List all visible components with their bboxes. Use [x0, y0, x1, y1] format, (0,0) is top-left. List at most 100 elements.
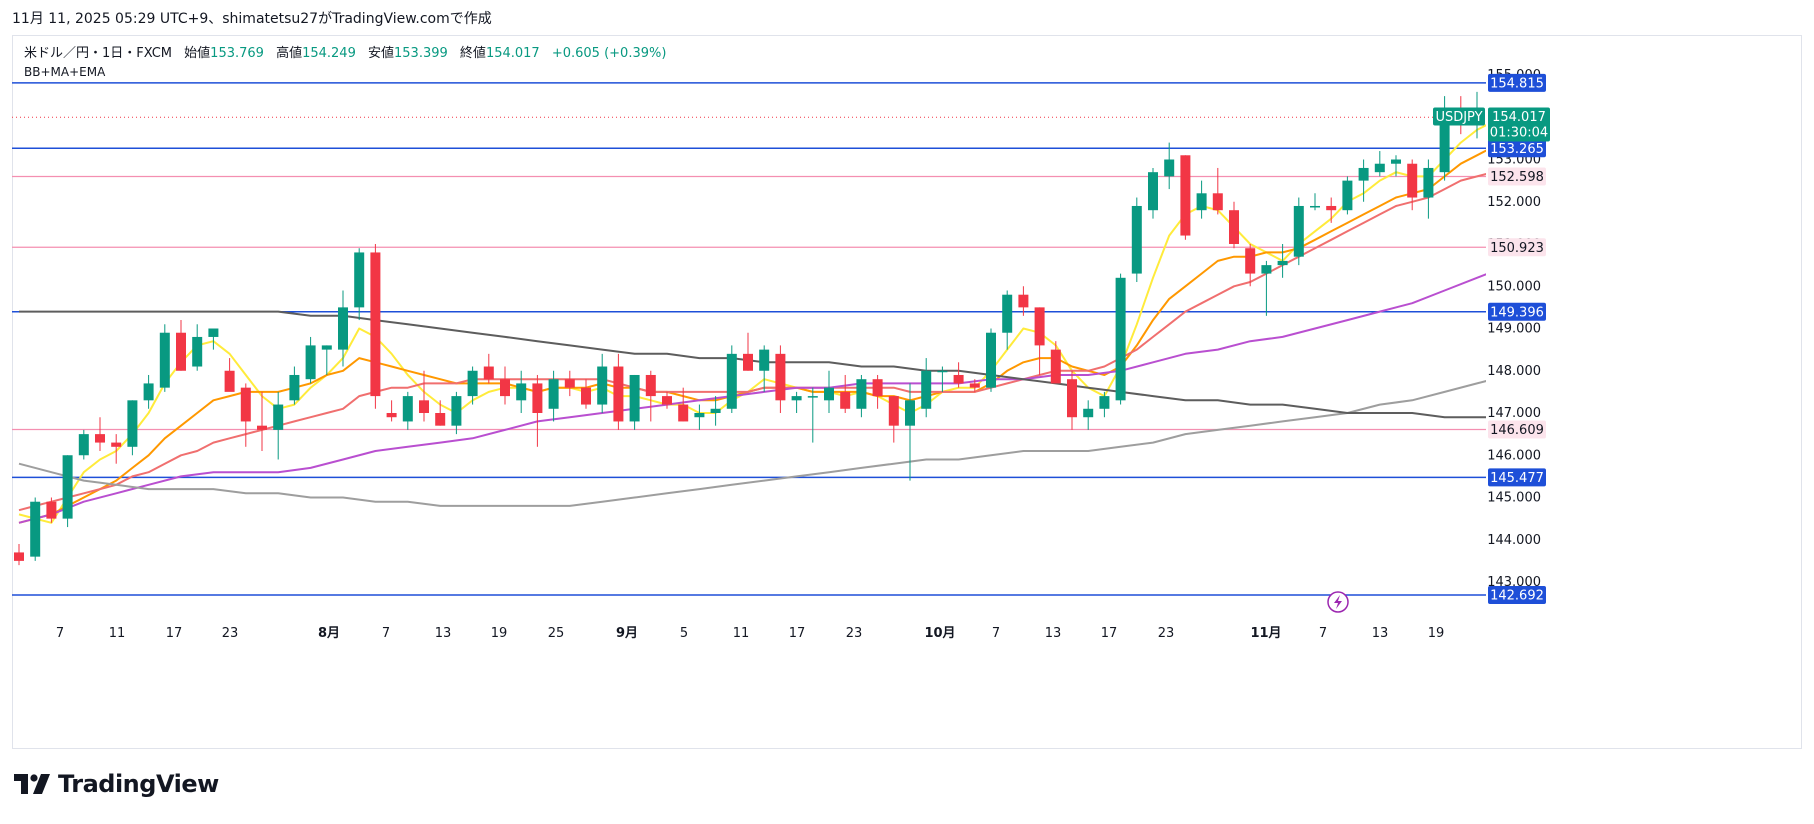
- level-price-tag-text: 154.815: [1490, 76, 1544, 91]
- chart-legend: 米ドル／円・1日・FXCM 始値153.769 高値154.249 安値153.…: [24, 44, 666, 80]
- legend-change: +0.605 (+0.39%): [551, 46, 667, 61]
- candle: [1277, 244, 1288, 278]
- candle-body: [370, 252, 381, 397]
- x-axis-tick-label: 23: [846, 626, 863, 641]
- x-axis-tick-label: 10月: [924, 626, 955, 641]
- candle: [1293, 197, 1304, 266]
- candle-body: [14, 552, 24, 561]
- candle-body: [597, 366, 608, 405]
- candle: [1407, 159, 1418, 211]
- candle: [1099, 391, 1110, 418]
- candle-body: [969, 383, 980, 388]
- x-axis-tick-label: 8月: [318, 626, 340, 641]
- candle: [1391, 155, 1401, 177]
- alert-lightning-icon-bolt: [1334, 595, 1342, 609]
- level-price-tag-text: 145.477: [1490, 471, 1544, 486]
- candle: [1569, 109, 1579, 143]
- legend-open-label: 始値: [184, 46, 211, 61]
- legend-indicators[interactable]: BB+MA+EMA: [24, 65, 106, 79]
- candle: [1358, 159, 1369, 202]
- y-axis-tick-label: 148.000: [1487, 364, 1541, 379]
- candle: [678, 387, 689, 422]
- symbol-tag-box: [1433, 107, 1485, 126]
- candle-body: [1131, 205, 1142, 274]
- candle: [111, 434, 122, 464]
- candle-body: [1034, 307, 1045, 346]
- y-axis-tick-label: 144.000: [1487, 533, 1541, 548]
- candle-body: [905, 400, 915, 426]
- candle: [743, 332, 753, 371]
- candle-body: [1164, 159, 1175, 177]
- candle: [1180, 155, 1191, 240]
- candle-body: [62, 455, 73, 519]
- candle: [548, 370, 559, 422]
- candle: [30, 497, 41, 561]
- level-price-tag: 145.477: [1488, 468, 1546, 487]
- x-axis-tick-label: 11月: [1250, 626, 1281, 641]
- candle: [305, 336, 316, 384]
- level-price-tag-text: 152.598: [1490, 170, 1544, 185]
- chart-created-caption: 11月 11, 2025 05:29 UTC+9、shimatetsu27がTr…: [12, 11, 492, 27]
- candle: [694, 404, 705, 430]
- candle: [1083, 400, 1094, 430]
- candle: [905, 383, 915, 481]
- candle-body: [1261, 265, 1272, 274]
- candle-body: [30, 501, 41, 557]
- candle-body: [1018, 294, 1029, 308]
- chart-frame[interactable]: [12, 35, 1802, 749]
- candle: [143, 374, 154, 409]
- level-price-tag-box: [1488, 468, 1546, 487]
- candle: [921, 358, 932, 418]
- candle: [1212, 167, 1223, 215]
- candle-body: [1553, 143, 1563, 160]
- x-axis-tick-label: 13: [1372, 626, 1389, 641]
- x-axis-tick-label: 11: [733, 626, 750, 641]
- candle-body: [726, 353, 737, 409]
- x-axis-tick-label: 17: [166, 626, 183, 641]
- candle-body: [95, 434, 105, 443]
- candle-body: [581, 387, 591, 405]
- candle-body: [1002, 294, 1013, 333]
- candle: [726, 345, 737, 413]
- candle-body: [840, 391, 851, 409]
- level-price-tag-box: [1488, 420, 1546, 439]
- candle: [807, 387, 818, 443]
- candle-body: [192, 336, 203, 367]
- candle-body: [791, 396, 802, 401]
- candle-body: [435, 413, 446, 426]
- candle-body: [240, 387, 251, 422]
- candle-body: [548, 379, 559, 409]
- candle-body: [986, 332, 996, 388]
- candle-body: [451, 396, 462, 426]
- candle-body: [1229, 210, 1239, 244]
- candle-body: [1374, 163, 1385, 173]
- candle-body: [127, 400, 138, 447]
- level-price-tag: 149.396: [1488, 302, 1546, 321]
- candle: [176, 320, 186, 371]
- candle-body: [1423, 167, 1434, 198]
- candle: [208, 328, 219, 350]
- tradingview-wordmark: TradingView: [58, 770, 219, 798]
- candle-body: [856, 379, 867, 409]
- candle: [1050, 341, 1061, 384]
- price-chart[interactable]: 155.000154.000153.000152.000151.000150.0…: [0, 0, 1814, 760]
- candle-body: [807, 396, 818, 398]
- level-price-tag-box: [1488, 73, 1546, 92]
- candle: [289, 366, 300, 405]
- tradingview-logo[interactable]: TradingView: [14, 770, 219, 798]
- candle-body: [1277, 260, 1288, 266]
- candle: [192, 324, 203, 371]
- symbol-tag: USDJPY: [1433, 107, 1485, 126]
- candle-body: [159, 332, 170, 388]
- candle: [564, 370, 575, 397]
- candle: [1164, 142, 1175, 190]
- candle-body: [305, 345, 316, 380]
- candle-body: [629, 374, 640, 422]
- candle: [78, 429, 89, 460]
- level-price-tag: 152.598: [1488, 167, 1546, 186]
- candle-body: [1358, 167, 1369, 181]
- candle: [1018, 286, 1029, 316]
- candle: [1261, 260, 1272, 316]
- level-price-tag-text: 150.923: [1490, 241, 1544, 256]
- candle: [953, 362, 964, 388]
